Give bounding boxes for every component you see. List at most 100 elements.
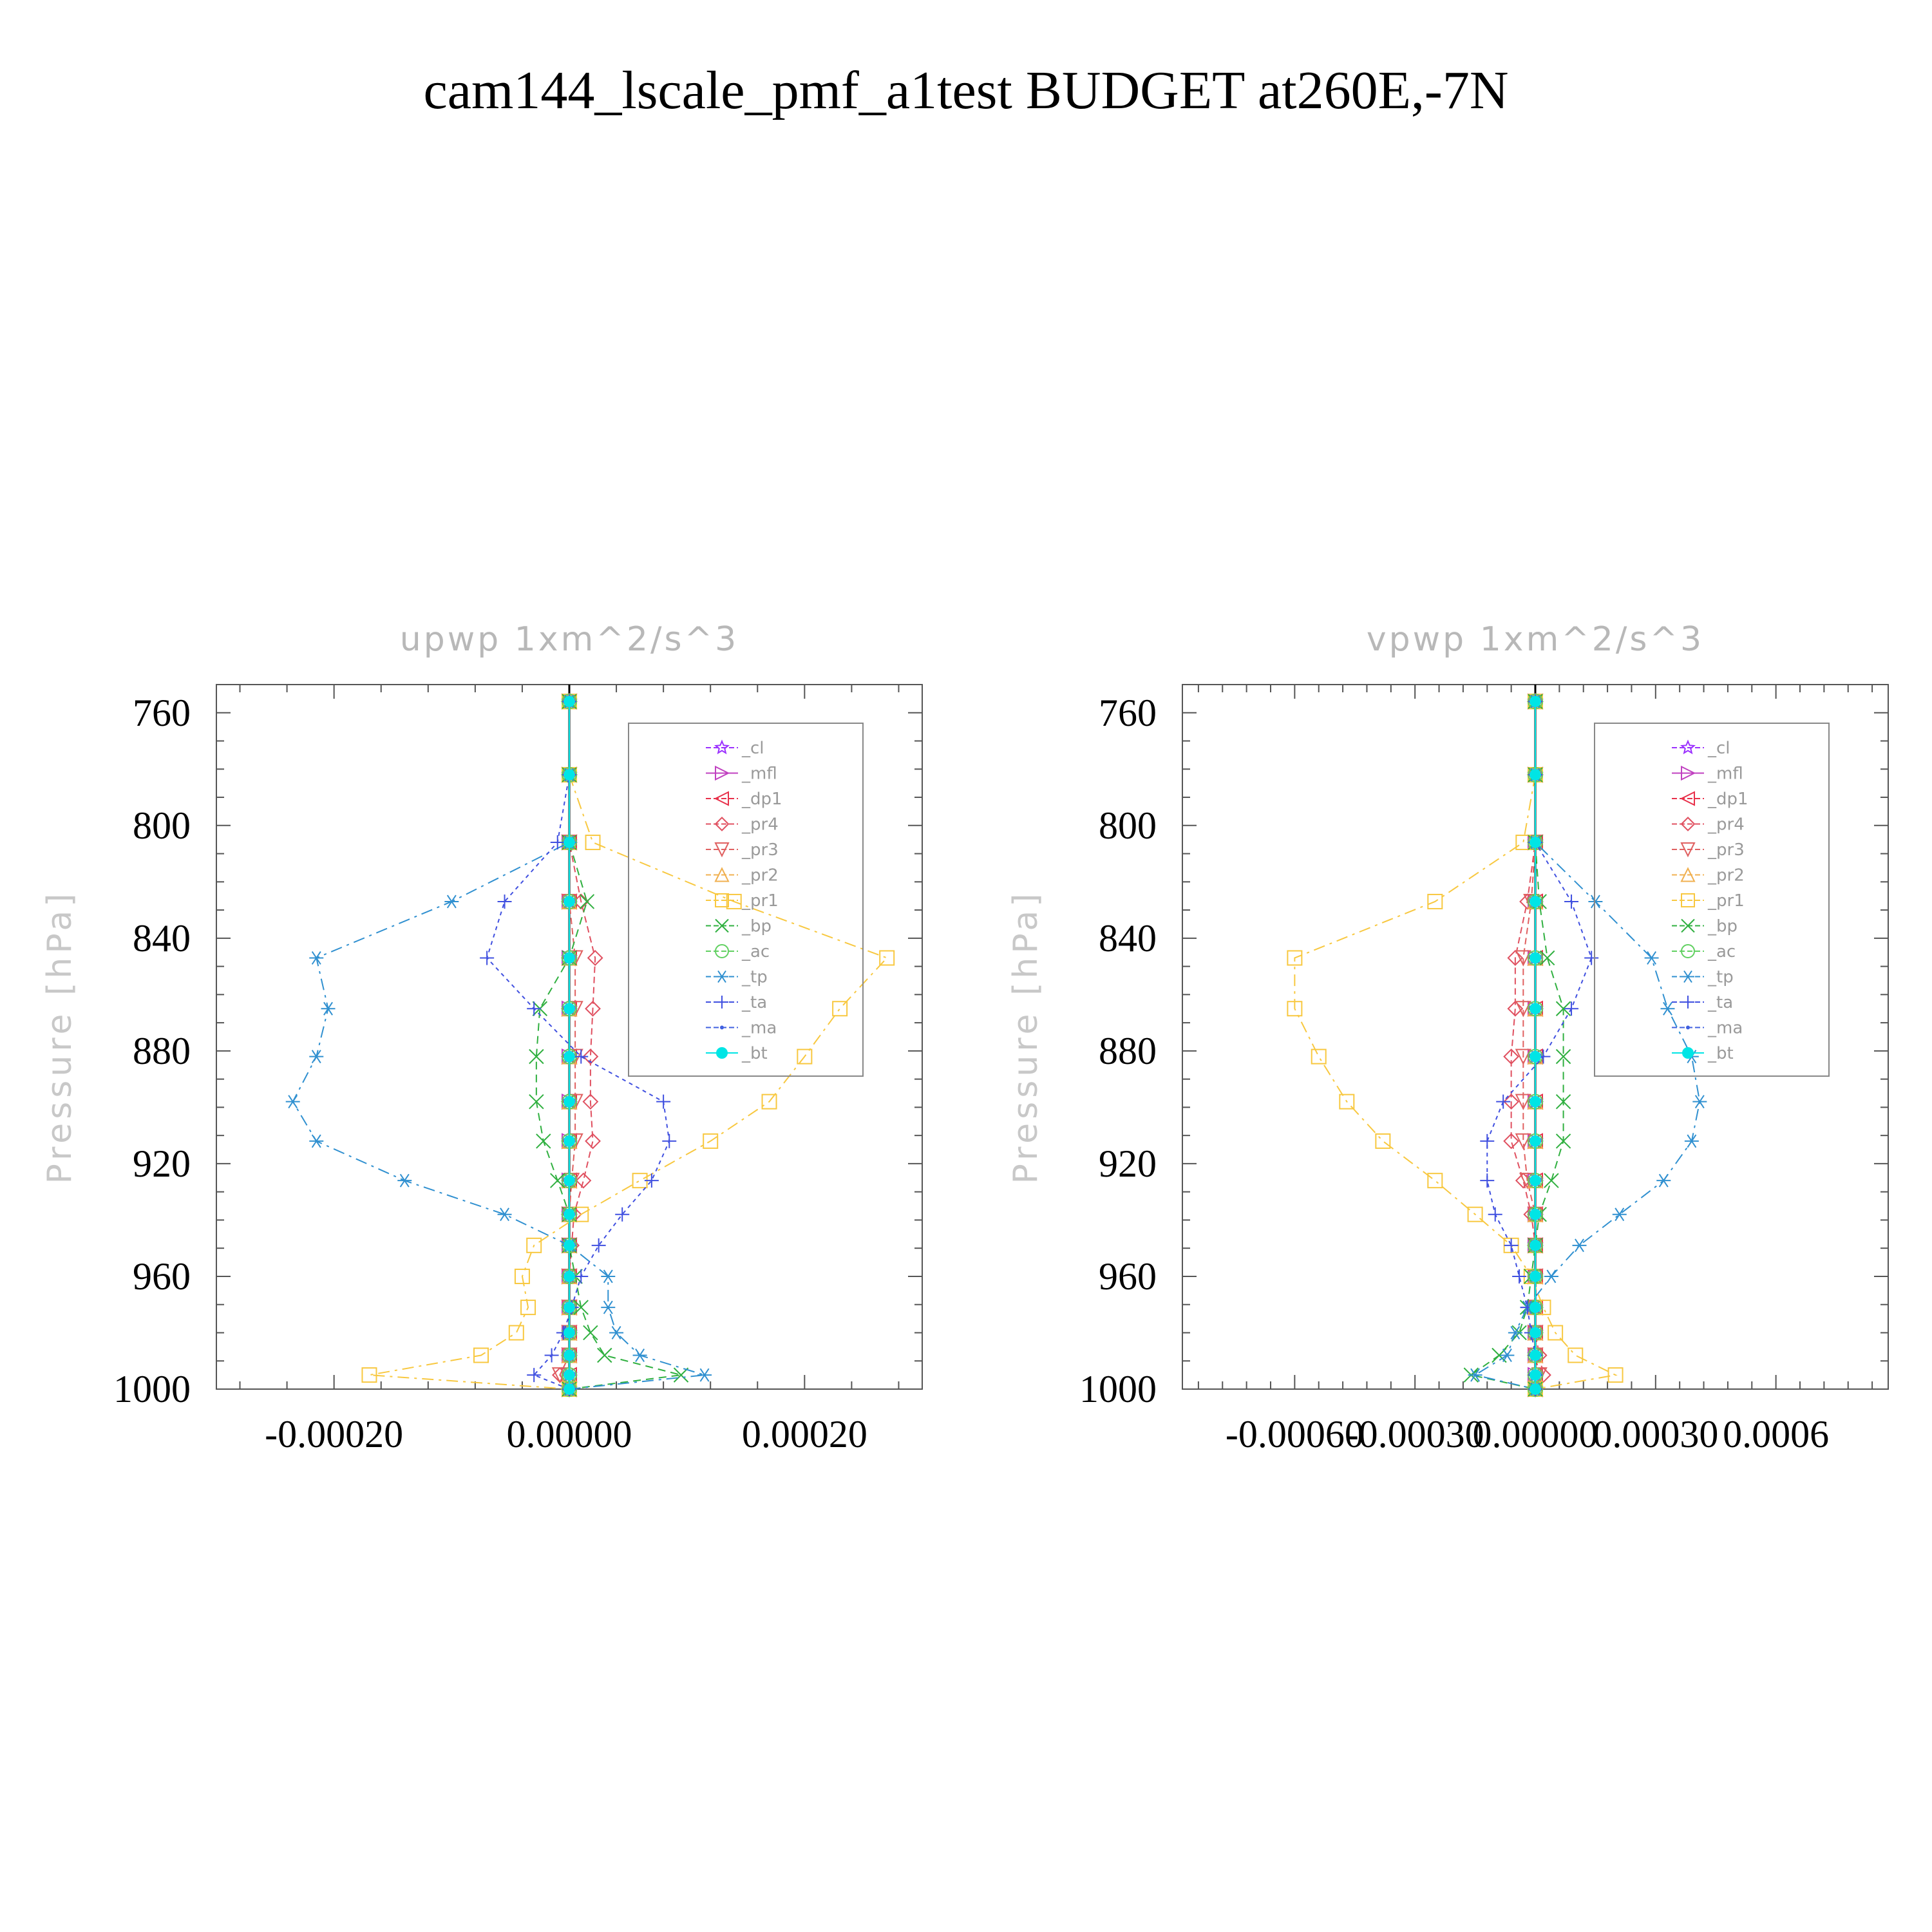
data-point [497, 894, 512, 909]
x-tick-label: 0.00000 [1473, 1413, 1598, 1455]
data-point [473, 1347, 489, 1363]
data-point [662, 1133, 677, 1148]
legend-marker [1680, 791, 1695, 806]
x-tick-label: -0.00060 [1226, 1413, 1364, 1455]
series-bp [1463, 694, 1571, 1397]
data-point [1503, 1094, 1520, 1110]
data-point [1607, 1367, 1624, 1383]
data-point [1507, 950, 1524, 966]
y-axis-label: Pressure [hPa] [1007, 890, 1045, 1184]
legend-marker [1680, 739, 1696, 755]
data-point [597, 1347, 612, 1363]
data-point [397, 1173, 412, 1188]
series-line [1510, 701, 1544, 1390]
data-point [564, 1369, 575, 1381]
legend-marker [1686, 1025, 1690, 1030]
series-line [1522, 701, 1540, 1390]
y-tick-label: 960 [1099, 1255, 1157, 1298]
data-point [1555, 1001, 1571, 1016]
data-point [1530, 1135, 1541, 1147]
legend: _cl _mfl _dp1 _pr4 _pr3 _pr2 _pr1 _bp _ac _tp _ta _… [628, 723, 864, 1077]
series-line [1473, 701, 1701, 1390]
data-point [1515, 1001, 1531, 1018]
data-point [1530, 1302, 1541, 1314]
legend-label: _bt [1707, 1044, 1734, 1063]
legend-marker [1681, 996, 1694, 1009]
legend: _cl _mfl _dp1 _pr4 _pr3 _pr2 _pr1 _bp _ac _tp _ta _… [1594, 723, 1830, 1077]
data-point [480, 951, 495, 965]
data-point [309, 1134, 324, 1148]
data-point [1530, 1208, 1541, 1220]
y-tick-label: 1000 [113, 1368, 191, 1410]
data-point [1468, 1368, 1482, 1382]
legend-label: _mfl [1707, 764, 1743, 784]
data-point [1515, 1048, 1531, 1065]
series-tp [1468, 694, 1707, 1396]
data-point [536, 1133, 551, 1149]
legend-label: _pr1 [1707, 891, 1745, 911]
legend-label: _bt [741, 1044, 768, 1063]
data-point [583, 1325, 598, 1341]
data-point [508, 1325, 524, 1341]
data-point [1507, 1000, 1524, 1017]
data-point [609, 1326, 624, 1340]
data-point [1488, 1207, 1502, 1222]
x-tick-label: -0.00030 [1346, 1413, 1484, 1455]
legend-label: _tp [741, 968, 768, 987]
data-point [361, 1367, 377, 1383]
y-axis-label: Pressure [hPa] [41, 890, 79, 1184]
x-tick-label: 0.00000 [507, 1413, 632, 1455]
legend-label: _pr3 [741, 840, 779, 860]
data-point [1467, 1206, 1483, 1222]
data-point [1530, 1383, 1541, 1395]
data-point [526, 1237, 542, 1253]
y-tick-label: 760 [133, 692, 191, 734]
legend-box [628, 723, 864, 1077]
data-point [514, 1268, 530, 1284]
data-point [585, 1000, 601, 1017]
legend-label: _mfl [741, 764, 777, 784]
legend-marker [1680, 867, 1696, 882]
y-tick-label: 960 [133, 1255, 191, 1298]
data-point [1555, 1094, 1571, 1110]
data-point [797, 1048, 813, 1065]
data-point [1530, 837, 1541, 849]
data-point [1564, 1001, 1579, 1016]
data-point [1612, 1208, 1627, 1222]
legend-label: _cl [741, 739, 764, 758]
y-tick-label: 920 [133, 1142, 191, 1185]
legend-label: _pr1 [741, 891, 779, 911]
data-point [585, 1133, 601, 1150]
data-point [527, 1001, 542, 1016]
data-point [1530, 1003, 1541, 1015]
legend-label: _pr4 [1707, 815, 1745, 835]
legend-marker [1681, 970, 1694, 983]
data-point [726, 893, 742, 909]
y-tick-label: 760 [1099, 692, 1157, 734]
data-point [1530, 1349, 1541, 1361]
data-point [1544, 1269, 1558, 1283]
legend-label: _ma [1707, 1019, 1743, 1038]
data-point [591, 1238, 606, 1253]
y-tick-label: 840 [1099, 917, 1157, 960]
x-tick-label: 0.0006 [1723, 1413, 1829, 1455]
legend-marker [715, 996, 728, 1009]
data-point [564, 1270, 575, 1282]
legend-marker [715, 970, 728, 983]
data-point [529, 1048, 544, 1065]
y-tick-label: 920 [1099, 1142, 1157, 1185]
data-point [1530, 895, 1541, 907]
data-point [550, 835, 565, 850]
data-point [564, 1383, 575, 1395]
data-point [1564, 894, 1579, 909]
x-tick-label: 0.00020 [742, 1413, 867, 1455]
data-point [1375, 1133, 1391, 1149]
legend-marker [714, 867, 730, 882]
data-point [520, 1300, 536, 1316]
data-point [1530, 1270, 1541, 1282]
legend-marker [715, 893, 729, 907]
legend-marker [716, 1047, 728, 1059]
data-point [1588, 895, 1603, 909]
legend-label: _ac [741, 942, 770, 961]
